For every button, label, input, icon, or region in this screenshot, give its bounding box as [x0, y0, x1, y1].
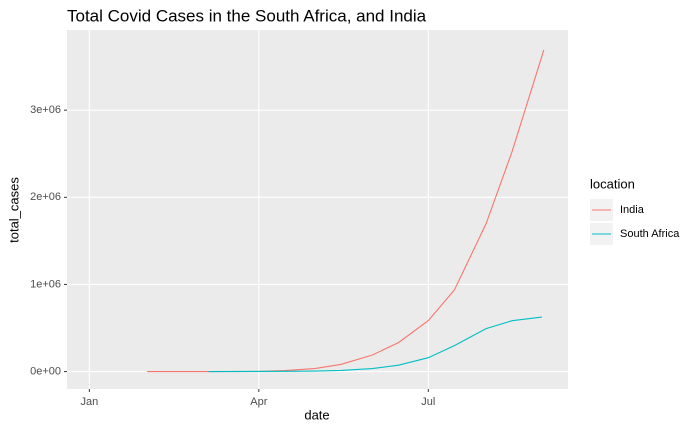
x-axis-label: date: [304, 407, 329, 422]
legend-title: location: [590, 176, 635, 191]
y-tick-label: 3e+06: [30, 104, 61, 116]
panel: [67, 30, 568, 389]
x-tick-label: Jan: [80, 396, 98, 408]
y-tick-label: 0e+00: [30, 365, 61, 377]
y-tick-label: 1e+06: [30, 278, 61, 290]
chart-title: Total Covid Cases in the South Africa, a…: [67, 6, 427, 25]
series-line: [208, 316, 542, 373]
x-tick-label: Apr: [250, 396, 267, 408]
y-axis-label: total_cases: [6, 177, 21, 243]
legend-label: India: [620, 204, 645, 216]
x-tick-label: Jul: [421, 396, 435, 408]
y-tick-label: 2e+06: [30, 191, 61, 203]
legend-label: South Africa: [620, 228, 680, 240]
